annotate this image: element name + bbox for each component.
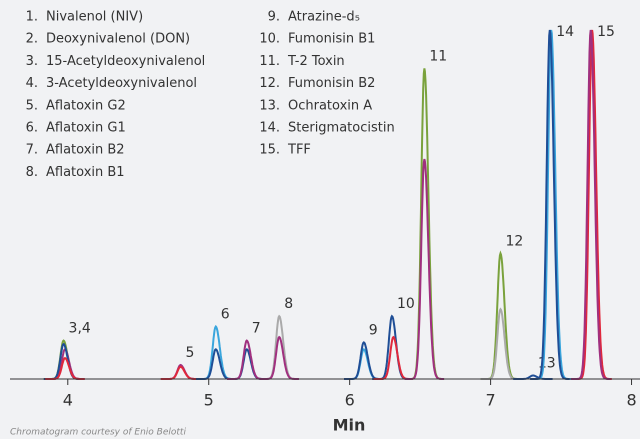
x-tick-label: 4 xyxy=(63,391,73,410)
legend-name: Fumonisin B1 xyxy=(288,32,375,47)
peak-trace xyxy=(404,68,445,380)
legend-name: Sterigmatocistin xyxy=(288,121,395,136)
legend-name: Aflatoxin B2 xyxy=(46,143,125,158)
legend-number: 3. xyxy=(26,54,38,69)
legend-name: Atrazine-d₅ xyxy=(288,10,360,25)
legend-number: 2. xyxy=(26,32,38,47)
legend-name: Deoxynivalenol (DON) xyxy=(46,32,190,47)
legend-name: 3-Acetyldeoxynivalenol xyxy=(46,76,197,91)
legend-number: 9. xyxy=(268,10,280,25)
x-tick-label: 6 xyxy=(345,391,355,410)
legend-number: 7. xyxy=(26,143,38,158)
peak-trace xyxy=(196,324,236,380)
peak-label: 12 xyxy=(505,233,523,249)
peak-trace xyxy=(480,250,521,380)
peak-trace xyxy=(160,365,201,380)
peak-label: 11 xyxy=(429,48,447,64)
legend-number: 5. xyxy=(26,98,38,113)
x-tick-label: 5 xyxy=(204,391,214,410)
legend-number: 6. xyxy=(26,121,38,136)
legend-number: 8. xyxy=(26,165,38,180)
peak-trace xyxy=(344,341,384,380)
peak-label: 9 xyxy=(369,322,378,338)
legend-name: Aflatoxin B1 xyxy=(46,165,125,180)
peak-label: 15 xyxy=(597,24,615,40)
x-axis-label: Min xyxy=(333,416,366,435)
legend-number: 10. xyxy=(259,32,280,47)
legend-name: TFF xyxy=(287,143,311,158)
legend-name: 15-Acetyldeoxynivalenol xyxy=(46,54,205,69)
x-tick-label: 8 xyxy=(626,391,636,410)
peak-trace xyxy=(227,348,267,380)
legend-number: 14. xyxy=(259,121,280,136)
peak-label: 6 xyxy=(221,307,230,323)
legend-number: 15. xyxy=(259,143,280,158)
legend-number: 13. xyxy=(259,98,280,113)
legend-name: Ochratoxin A xyxy=(288,98,372,113)
credit: Chromatogram courtesy of Enio Belotti xyxy=(10,428,186,438)
peak-trace xyxy=(259,335,299,380)
peak-trace xyxy=(45,357,85,380)
peak-trace xyxy=(373,335,414,380)
peak-trace xyxy=(259,314,299,380)
legend-name: Nivalenol (NIV) xyxy=(46,10,143,25)
peak-trace xyxy=(480,307,521,380)
legend-name: T-2 Toxin xyxy=(287,54,345,69)
peak-trace xyxy=(227,339,267,380)
peak-label: 3,4 xyxy=(69,321,91,337)
legend-name: Aflatoxin G2 xyxy=(46,98,126,113)
legend-number: 11. xyxy=(259,54,280,69)
peak-label: 10 xyxy=(397,296,415,312)
peak-label: 14 xyxy=(556,24,574,40)
legend-name: Fumonisin B2 xyxy=(288,76,375,91)
legend-number: 4. xyxy=(26,76,38,91)
peak-label: 8 xyxy=(284,296,293,312)
legend-number: 12. xyxy=(259,76,280,91)
peak-trace xyxy=(45,348,85,380)
x-tick-label: 7 xyxy=(486,391,496,410)
peak-label: 7 xyxy=(252,321,261,337)
peak-trace xyxy=(404,158,445,380)
peak-trace xyxy=(196,348,236,380)
peak-trace xyxy=(344,348,384,380)
legend-number: 1. xyxy=(26,10,38,25)
legend-name: Aflatoxin G1 xyxy=(46,121,126,136)
peak-label: 5 xyxy=(186,345,195,361)
